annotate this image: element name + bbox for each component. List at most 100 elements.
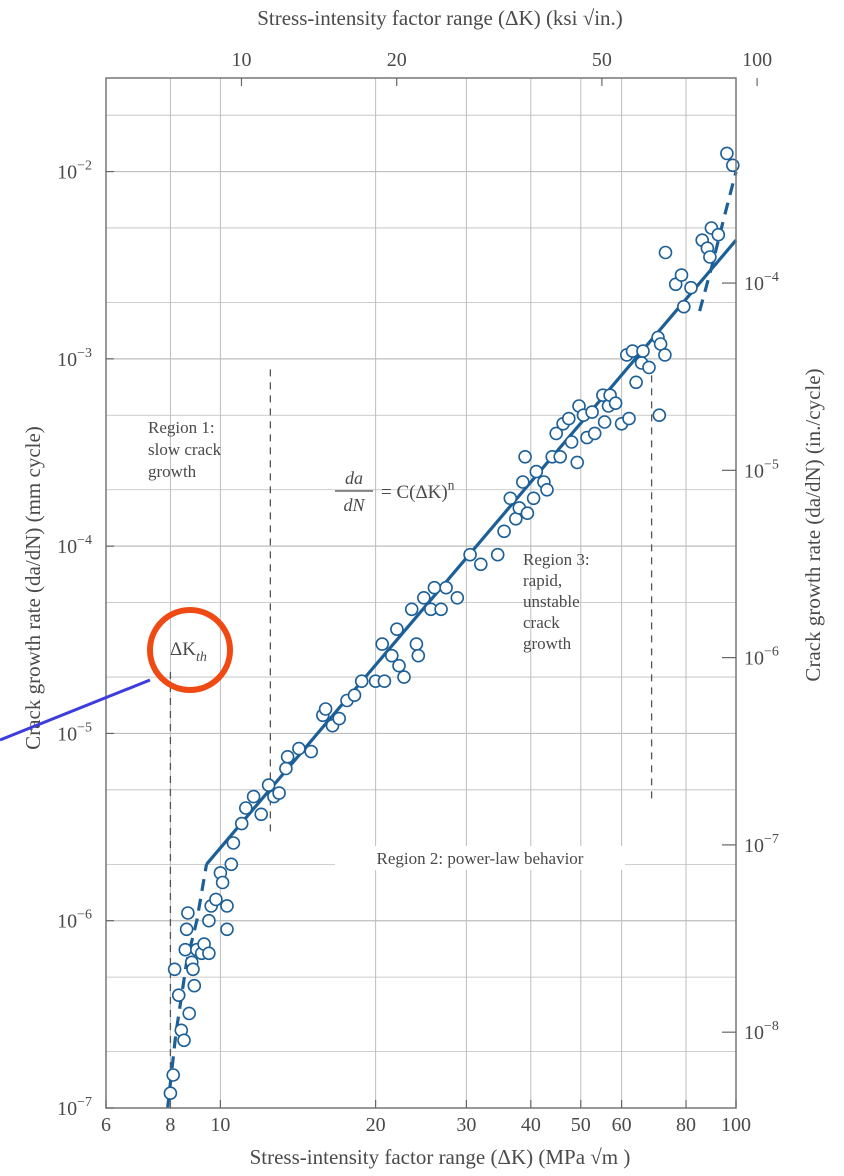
- data-point: [377, 674, 392, 689]
- region-1-label: Region 1:: [148, 418, 215, 437]
- data-point: [518, 449, 532, 464]
- data-point: [234, 816, 249, 831]
- top-tick-label: 20: [387, 49, 407, 71]
- left-tick-label: 10−4: [57, 533, 92, 558]
- data-point: [177, 1033, 191, 1048]
- data-point: [209, 892, 223, 907]
- data-point: [220, 922, 234, 937]
- bottom-tick-label: 30: [456, 1114, 476, 1136]
- data-point: [587, 426, 602, 441]
- data-point: [520, 506, 535, 521]
- data-point: [390, 622, 404, 637]
- top-axis-title: Stress-intensity factor range (ΔK) (ksi …: [257, 6, 623, 30]
- data-point: [529, 464, 544, 479]
- reference-lines: [169, 358, 653, 1108]
- data-point: [392, 658, 406, 673]
- data-point: [411, 648, 426, 663]
- bottom-tick-label: 10: [210, 1114, 230, 1136]
- region-2-label: Region 2: power-law behavior: [377, 849, 584, 868]
- region-3-label: Region 3:: [523, 550, 590, 569]
- data-point: [375, 637, 390, 651]
- top-tick-label: 10: [231, 49, 251, 71]
- region-1-label: slow crack: [148, 440, 222, 459]
- data-point: [167, 962, 182, 977]
- data-point: [427, 580, 442, 595]
- left-tick-label: 10−2: [57, 159, 92, 184]
- data-point: [187, 978, 202, 993]
- data-point: [246, 789, 261, 804]
- data-point: [171, 988, 186, 1003]
- data-point: [622, 411, 636, 426]
- threshold-pointer-line: [0, 678, 151, 742]
- data-point: [202, 946, 216, 961]
- data-point: [658, 348, 672, 362]
- data-point: [186, 962, 200, 977]
- data-point: [473, 557, 488, 572]
- data-point: [182, 1006, 196, 1021]
- data-point: [720, 146, 734, 161]
- data-point: [636, 344, 650, 358]
- data-point: [674, 268, 689, 282]
- data-point: [490, 547, 505, 562]
- data-point: [163, 1086, 178, 1100]
- data-point: [332, 711, 347, 726]
- data-point: [629, 375, 643, 390]
- data-point: [226, 836, 241, 850]
- left-tick-label: 10−3: [57, 346, 92, 371]
- bottom-tick-label: 20: [366, 1114, 386, 1136]
- data-point: [215, 875, 230, 890]
- right-tick-label: 10−6: [744, 645, 779, 670]
- data-point: [202, 913, 216, 928]
- bottom-tick-label: 6: [101, 1114, 111, 1136]
- region-1-label: growth: [148, 462, 197, 481]
- data-point: [684, 280, 698, 295]
- data-point: [515, 475, 530, 489]
- bottom-tick-label: 60: [612, 1114, 632, 1136]
- data-point: [725, 158, 740, 173]
- threshold-highlight-circle: [147, 607, 233, 693]
- region-3-label: unstable: [523, 592, 580, 611]
- annotations: Region 1: slow crack growth Region 3: rapid,…: [148, 418, 590, 665]
- data-point: [261, 778, 276, 792]
- data-point: [179, 922, 194, 937]
- bottom-axis-title: Stress-intensity factor range (ΔK) (MPa …: [250, 1145, 631, 1169]
- left-tick-label: 10−7: [57, 1095, 92, 1120]
- left-tick-label: 10−6: [57, 908, 92, 933]
- data-point: [549, 426, 564, 441]
- data-point: [570, 455, 585, 470]
- fit-lines: [166, 171, 738, 1109]
- bottom-tick-label: 80: [676, 1114, 696, 1136]
- data-point: [220, 899, 234, 913]
- data-point: [434, 602, 448, 617]
- bottom-tick-label: 40: [521, 1114, 541, 1136]
- data-point: [354, 674, 369, 689]
- region-3-label: crack: [523, 613, 560, 632]
- right-tick-label: 10−7: [744, 832, 779, 857]
- data-point: [463, 547, 477, 562]
- data-point: [553, 449, 568, 464]
- data-point: [384, 648, 399, 663]
- data-point: [279, 761, 293, 776]
- data-point: [409, 637, 424, 651]
- data-point: [658, 245, 673, 260]
- region-2-label-bg: [335, 846, 625, 870]
- data-point: [318, 702, 333, 716]
- top-tick-label: 100: [742, 49, 772, 71]
- equation-numerator: da: [345, 468, 363, 488]
- data-point: [642, 360, 656, 375]
- data-point: [597, 415, 612, 429]
- threshold-label: ΔKth: [170, 639, 207, 665]
- data-point: [711, 227, 726, 242]
- region-3-label: growth: [523, 634, 572, 653]
- right-tick-label: 10−5: [744, 457, 779, 482]
- right-axis-title: Crack growth rate (da/dN) (in./cycle): [801, 368, 825, 681]
- data-point: [181, 906, 195, 920]
- data-points: [163, 146, 740, 1100]
- data-point: [564, 435, 579, 449]
- data-point: [272, 786, 286, 800]
- data-point: [178, 942, 193, 957]
- data-point: [347, 688, 362, 703]
- bottom-tick-label: 100: [721, 1114, 751, 1136]
- data-point: [416, 590, 431, 605]
- data-point: [540, 482, 554, 497]
